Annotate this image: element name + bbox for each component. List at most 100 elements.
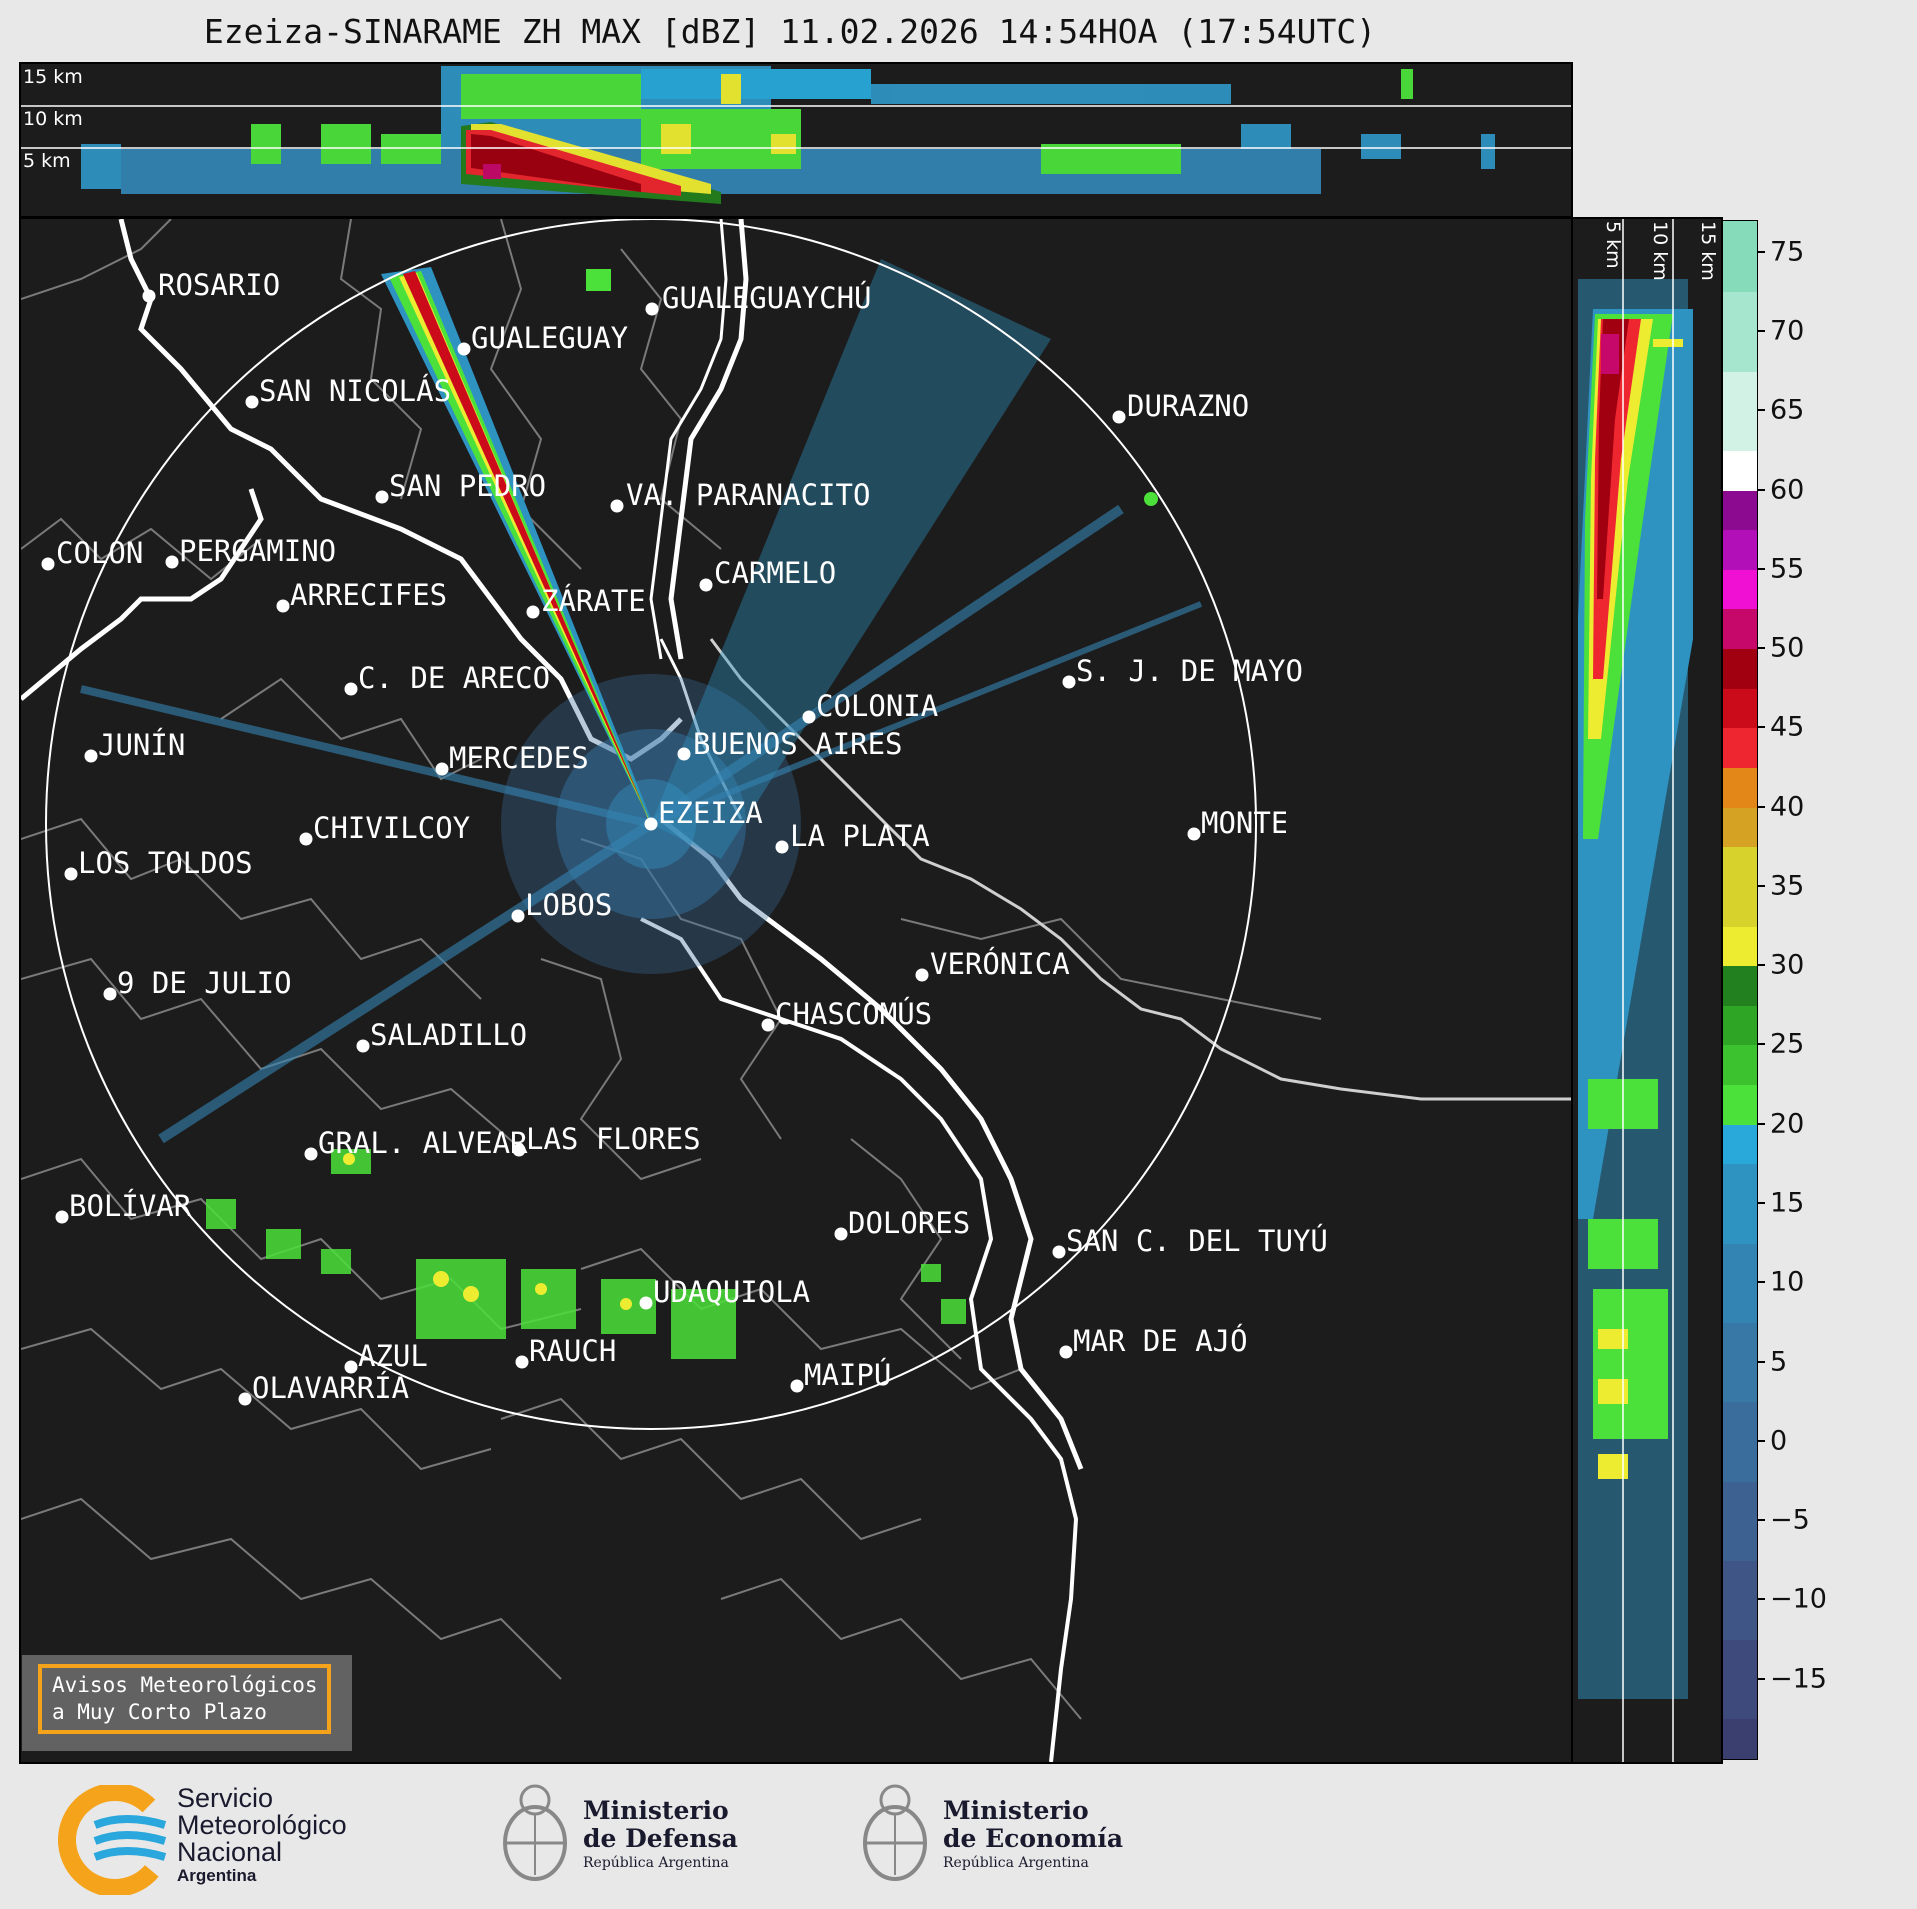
city-dot-durazno [1112, 410, 1126, 424]
city-label-zarate: ZÁRATE [541, 584, 646, 618]
colorbar-tick [1757, 409, 1765, 412]
colorbar-tick [1757, 250, 1765, 253]
city-label-va-paranacito: VA. PARANACITO [626, 478, 871, 512]
height-label-10km: 10 km [23, 108, 83, 130]
city-dot-9-de-julio [103, 987, 117, 1001]
colorbar-segment [1723, 926, 1757, 967]
city-label-bolivar: BOLÍVAR [69, 1189, 192, 1223]
coat-of-arms-icon [503, 1784, 567, 1881]
colorbar-tick [1757, 884, 1765, 887]
city-label-durazno: DURAZNO [1127, 389, 1250, 423]
colorbar-tick-label: 15 [1770, 1187, 1805, 1219]
colorbar-tick-label: 70 [1770, 315, 1805, 347]
colorbar-tick [1757, 1598, 1765, 1601]
city-dot-azul [344, 1360, 358, 1374]
city-dot-rosario [142, 289, 156, 303]
city-label-pergamino: PERGAMINO [179, 534, 337, 568]
city-dot-arrecifes [276, 599, 290, 613]
top-profile-graphic [21, 66, 1571, 204]
colorbar-segment [1723, 292, 1757, 372]
colorbar-tick-label: 60 [1770, 474, 1805, 506]
colorbar-segment [1723, 1719, 1757, 1759]
colorbar-tick-label: 35 [1770, 870, 1805, 902]
city-label-rauch: RAUCH [529, 1334, 617, 1368]
city-dot-c-de-areco [344, 682, 358, 696]
city-dot-zarate [526, 605, 540, 619]
uruguay-coastline [709, 638, 1571, 1101]
city-label-veronica: VERÓNICA [930, 947, 1070, 981]
colorbar-segment [1723, 450, 1757, 491]
warning-line-2: a Muy Corto Plazo [52, 1700, 267, 1724]
colorbar-tick [1757, 488, 1765, 491]
city-dot-gral-alvear [304, 1147, 318, 1161]
city-label-mar-de-ajo: MAR DE AJÓ [1073, 1324, 1248, 1358]
range-ring [45, 219, 1257, 1430]
city-dot-san-nicolas [245, 395, 259, 409]
colorbar-tick-label: 10 [1770, 1266, 1805, 1298]
colorbar-segment [1723, 1322, 1757, 1403]
colorbar-tick-label: 5 [1770, 1346, 1788, 1378]
colorbar-segment [1723, 1560, 1757, 1641]
colorbar-tick-label: 25 [1770, 1028, 1805, 1060]
colorbar-segment [1723, 1045, 1757, 1086]
colorbar-segment [1723, 1164, 1757, 1244]
city-dot-chivilcoy [299, 832, 313, 846]
smn-line-3: Nacional [177, 1837, 283, 1867]
city-label-san-nicolas: SAN NICOLÁS [259, 374, 452, 408]
defensa-line-1: Ministerio [583, 1796, 729, 1825]
colorbar-tick [1757, 1202, 1765, 1205]
colorbar-segment [1723, 1640, 1757, 1720]
smn-line-4: Argentina [177, 1866, 257, 1885]
city-dot-va-paranacito [610, 499, 624, 513]
city-label-udaquiola: UDAQUIOLA [653, 1275, 811, 1309]
colorbar-tick-label: 20 [1770, 1108, 1805, 1140]
colorbar-segment [1723, 1005, 1757, 1046]
city-dot-gualeguay [457, 342, 471, 356]
city-label-mercedes: MERCEDES [449, 741, 589, 775]
city-label-arrecifes: ARRECIFES [290, 578, 448, 612]
city-label-c-de-areco: C. DE ARECO [358, 661, 551, 695]
city-label-san-pedro: SAN PEDRO [389, 469, 547, 503]
colorbar-segment [1723, 221, 1757, 293]
city-label-buenos-aires: BUENOS AIRES [693, 727, 903, 761]
city-label-los-toldos: LOS TOLDOS [78, 846, 253, 880]
city-dot-saladillo [356, 1039, 370, 1053]
city-dot-udaquiola [639, 1296, 653, 1310]
city-label-montevideo: MONTEVIDEO [1201, 809, 1286, 838]
colorbar-tick-label: 65 [1770, 394, 1805, 426]
city-dot-los-toldos [64, 867, 78, 881]
colorbar-tick-label: 30 [1770, 949, 1805, 981]
radar-map-panel: ROSARIO GUALEGUAYCHÚ GUALEGUAY SAN NICOL… [19, 217, 1573, 1764]
colorbar-segment [1723, 1243, 1757, 1323]
city-dot-pergamino [165, 555, 179, 569]
city-dot-gualeguaychu [645, 302, 659, 316]
colorbar-segment [1723, 1085, 1757, 1125]
city-dot-olavarria [238, 1392, 252, 1406]
city-dot-san-c-del-tuyu [1052, 1245, 1066, 1259]
colorbar-tick [1757, 1677, 1765, 1680]
city-dot-la-plata [775, 840, 789, 854]
height-label-5km: 5 km [23, 150, 71, 172]
colorbar-tick [1757, 329, 1765, 332]
city-label-san-c-del-tuyu: SAN C. DEL TUYÚ [1066, 1224, 1328, 1258]
city-dot-carmelo [699, 578, 713, 592]
city-dot-chascomus [761, 1018, 775, 1032]
city-label-azul: AZUL [358, 1339, 428, 1373]
smn-line-1: Servicio [177, 1783, 274, 1813]
colorbar-segment [1723, 569, 1757, 610]
colorbar-tick [1757, 805, 1765, 808]
colorbar-tick-label: −5 [1770, 1504, 1810, 1536]
city-label-chascomus: CHASCOMÚS [775, 997, 933, 1031]
city-label-las-flores: LAS FLORES [526, 1122, 701, 1156]
colorbar-tick [1757, 1122, 1765, 1125]
colorbar-tick [1757, 1281, 1765, 1284]
economia-line-1: Ministerio [943, 1796, 1089, 1825]
colorbar-segment [1723, 1402, 1757, 1482]
city-label-junin: JUNÍN [98, 728, 186, 762]
side-height-label-10km: 10 km [1649, 221, 1671, 281]
defensa-line-3: República Argentina [583, 1855, 729, 1871]
city-label-rosario: ROSARIO [158, 268, 281, 302]
city-dot-rauch [515, 1355, 529, 1369]
city-dot-veronica [915, 968, 929, 982]
economia-line-2: de Economía [943, 1824, 1124, 1853]
